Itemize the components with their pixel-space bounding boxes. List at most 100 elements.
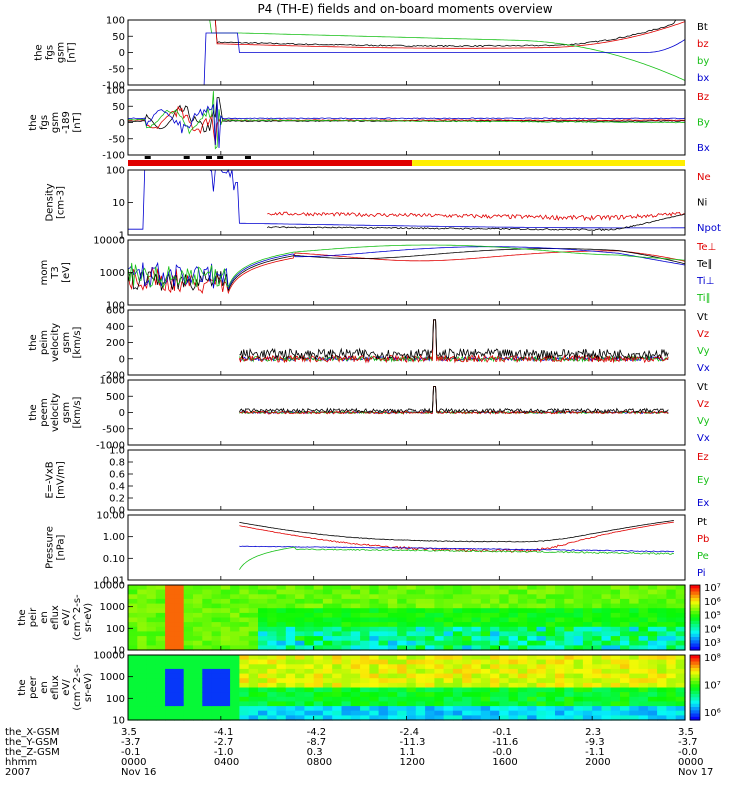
spectrogram-cell: [322, 617, 333, 623]
spectrogram-cell: [536, 696, 547, 702]
spectrogram-cell: [573, 664, 584, 670]
spectrogram-cell: [638, 585, 649, 591]
spectrogram-cell: [155, 626, 166, 632]
spectrogram-cell: [415, 603, 426, 609]
spectrogram-cell: [582, 594, 593, 600]
colorbar-segment: [690, 601, 700, 606]
spectrogram-cell: [350, 598, 361, 605]
spectrogram-cell: [592, 594, 603, 600]
spectrogram-cell: [675, 692, 686, 698]
spectrogram-cell: [128, 668, 138, 675]
y-axis-label: thepeimvelocitygsm[km/s]: [28, 323, 83, 362]
spectrogram-cell: [434, 608, 445, 614]
spectrogram-cell: [536, 659, 547, 665]
spectrogram-cell: [397, 673, 408, 679]
spectrogram-cell: [620, 645, 630, 651]
spectrogram-cell: [183, 706, 194, 712]
spectrogram-cell: [629, 668, 640, 675]
spectrogram-cell: [304, 678, 315, 684]
spectrogram-cell: [183, 598, 194, 605]
spectrogram-cell: [239, 715, 250, 721]
spectrogram-cell: [137, 710, 148, 716]
spectrogram-cell: [397, 687, 408, 693]
spectrogram-cell: [165, 608, 175, 614]
spectrogram-cell: [211, 622, 222, 628]
colorbar-segment: [690, 713, 700, 718]
spectrogram-cell: [202, 589, 213, 595]
spectrogram-cell: [564, 664, 575, 670]
colorbar-segment: [690, 604, 700, 609]
spectrogram-cell: [248, 706, 259, 712]
spectrogram-cell: [202, 701, 213, 707]
spectrogram-cell: [202, 636, 213, 642]
spectrogram-cell: [545, 594, 556, 600]
spectrogram-cell: [555, 585, 565, 591]
spectrogram-cell: [183, 678, 194, 684]
spectrogram-cell: [536, 673, 547, 679]
spectrogram-cell: [425, 617, 435, 623]
spectrogram-cell: [248, 664, 259, 670]
spectrogram-cell: [555, 715, 565, 721]
spectrogram-cell: [527, 701, 538, 707]
spectrogram-cell: [285, 710, 296, 716]
spectrogram-cell: [239, 710, 250, 716]
spectrogram-cell: [527, 612, 538, 619]
y-tick-label: 0.8: [109, 458, 125, 469]
spectrogram-cell: [137, 640, 148, 646]
spectrogram-cell: [490, 608, 500, 614]
legend-Vx: Vx: [697, 433, 710, 444]
spectrogram-cell: [592, 687, 603, 693]
spectrogram-cell: [397, 701, 408, 707]
spectrogram-cell: [258, 585, 268, 591]
spectrogram-cell: [397, 682, 408, 689]
spectrogram-cell: [601, 640, 612, 646]
spectrogram-cell: [545, 706, 556, 712]
spectrogram-cell: [490, 659, 500, 665]
spectrogram-cell: [258, 617, 268, 623]
spectrogram-cell: [248, 612, 259, 619]
spectrogram-cell: [397, 640, 408, 646]
spectrogram-cell: [276, 645, 287, 651]
spectrogram-cell: [610, 585, 621, 591]
y-axis-label-line: gsm: [61, 332, 72, 353]
orbit-value: -8.7: [307, 737, 327, 748]
spectrogram-cell: [239, 664, 250, 670]
spectrogram-cell: [183, 659, 194, 665]
spectrogram-cell: [415, 673, 426, 679]
spectrogram-cell: [638, 659, 649, 665]
spectrogram-cell: [462, 692, 473, 698]
spectrogram-cell: [666, 603, 677, 609]
y-tick-label: 10.00: [96, 511, 125, 522]
spectrogram-cell: [434, 715, 445, 721]
spectrogram-cell: [620, 655, 630, 661]
spectrogram-cell: [582, 645, 593, 651]
panel-peir_spec: 10000100010010thepeirenefluxeV/(cm^2-s-s…: [17, 581, 721, 657]
spectrogram-cell: [415, 692, 426, 698]
spectrogram-cell: [573, 589, 584, 595]
spectrogram-cell: [452, 692, 463, 698]
spectrogram-cell: [322, 640, 333, 646]
spectrogram-cell: [332, 631, 343, 637]
spectrogram-cell: [146, 678, 157, 684]
spectrogram-cell: [638, 673, 649, 679]
spectrogram-cell: [267, 622, 278, 628]
spectrogram-cell: [536, 692, 547, 698]
spectrogram-cell: [517, 715, 528, 721]
spectrogram-cell: [536, 668, 547, 675]
spectrogram-cell: [332, 664, 343, 670]
spectrogram-cell: [128, 659, 138, 665]
spectrogram-cell: [304, 668, 315, 675]
spectrogram-cell: [211, 636, 222, 642]
spectrogram-cell: [369, 687, 380, 693]
spectrogram-cell: [174, 594, 185, 600]
spectrogram-cell: [369, 617, 380, 623]
spectrogram-cell: [387, 710, 398, 716]
spectrogram-cell: [499, 626, 510, 632]
spectrogram-cell: [155, 655, 166, 661]
spectrogram-cell: [211, 706, 222, 712]
spectrogram-cell: [155, 715, 166, 721]
spectrogram-cell: [499, 608, 510, 614]
spectrogram-cell: [425, 655, 435, 661]
spectrogram-cell: [610, 626, 621, 632]
